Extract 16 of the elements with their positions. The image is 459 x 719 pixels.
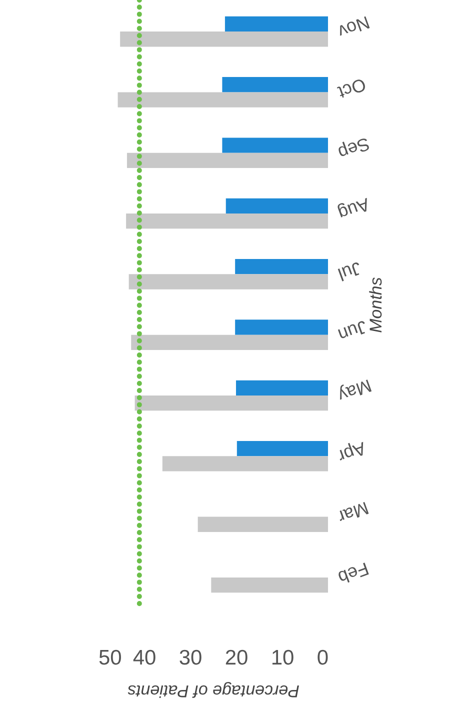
y-tick-label: Oct [335,74,369,103]
y-tick-label: Mar [335,498,372,528]
x-tick-label: 20 [224,646,248,670]
y-tick-label: Jul [335,258,364,285]
x-tick-label: 40 [132,646,156,670]
y-tick-label: Apr [335,438,369,466]
y-tick-label: Nov [335,12,372,42]
x-tick-label: 30 [178,646,202,670]
x-axis-title: Percentage of Patients [127,682,300,700]
x-tick-label: 10 [270,646,294,670]
y-tick-label: Feb [335,558,372,588]
x-tick-label: 0 [316,646,328,670]
x-tick-label: 50 [98,646,122,670]
y-tick-label: Aug [335,194,372,224]
y-tick-label: Sep [335,133,372,164]
y-tick-label: May [335,375,374,406]
